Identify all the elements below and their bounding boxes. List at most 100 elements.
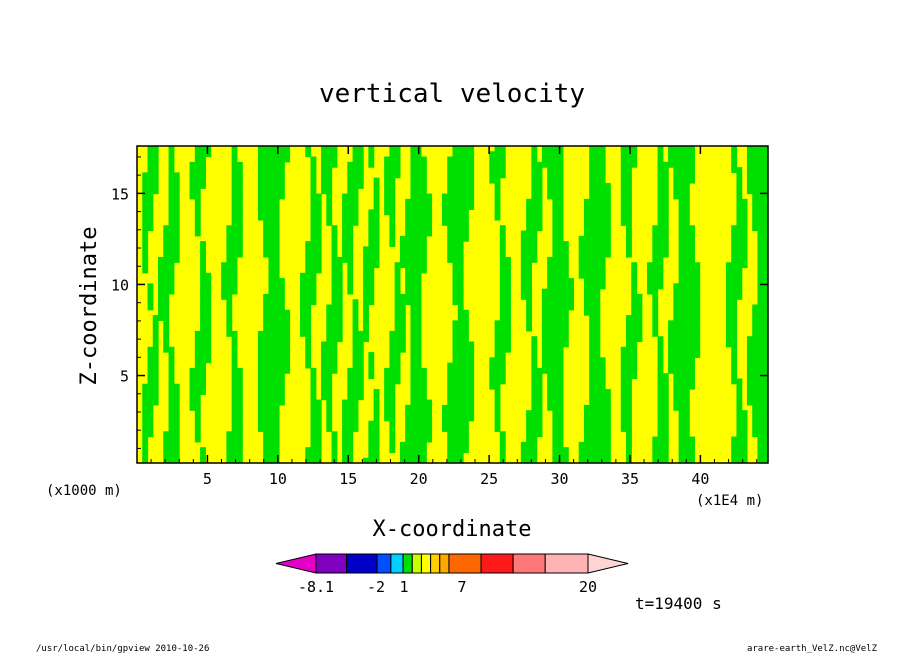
green-cell [231,177,243,184]
y-axis-ticks: 5 10 15 [111,156,768,449]
green-cell [142,267,149,274]
green-cell [673,404,690,411]
green-cell [447,230,469,237]
green-cell [620,198,632,205]
green-cell [752,426,768,432]
green-cell [731,441,748,448]
green-cell [142,389,159,395]
green-cell [163,346,175,353]
green-cell [257,204,280,210]
green-cell [673,378,695,385]
green-cell [652,309,659,316]
green-cell [657,167,669,174]
green-cell [531,383,543,390]
green-cell [310,204,322,210]
green-cell [326,404,333,411]
green-cell [347,383,364,390]
green-cell [526,209,543,216]
green-cell [541,320,569,327]
green-cell [226,235,243,242]
green-cell [189,389,206,395]
green-cell [326,193,333,200]
green-cell [194,151,212,158]
green-cell [347,288,354,295]
green-cell [310,378,317,385]
green-cell [168,415,180,422]
green-cell [657,399,669,406]
green-cell [746,336,768,343]
green-cell [331,241,338,247]
green-cell [310,394,317,401]
green-cell [310,177,317,184]
green-cell [447,452,464,459]
green-cell [347,161,364,168]
green-cell [363,256,380,263]
green-cell [257,362,291,369]
green-cell [736,204,748,210]
green-cell [620,177,632,184]
green-cell [331,278,343,284]
green-cell [257,193,285,200]
green-cell [547,278,575,284]
green-cell [331,452,338,459]
green-cell [231,219,243,226]
green-cell [752,304,768,311]
green-cell [399,246,427,253]
green-cell [647,288,659,295]
green-cell [363,325,369,332]
green-cell [652,441,669,448]
green-cell [494,330,511,337]
green-cell [620,378,632,385]
green-cell [163,436,180,443]
green-cell [531,156,538,163]
green-cell [441,426,469,432]
green-cell [152,325,159,332]
green-cell [300,288,317,295]
green-cell [520,288,532,295]
green-cell [158,288,175,295]
green-cell [652,235,669,242]
green-cell [410,330,422,337]
green-cell [384,198,396,205]
green-cell [226,447,243,454]
green-cell [305,241,322,247]
green-cell [147,293,154,300]
green-cell [547,182,564,189]
green-cell [626,431,632,438]
green-cell [673,309,701,316]
green-cell [331,246,338,253]
green-cell [389,352,401,358]
green-cell [321,156,338,163]
green-cell [731,357,738,364]
green-cell [194,436,201,443]
green-cell [231,362,238,369]
green-cell [194,219,201,226]
green-cell [389,362,401,369]
green-cell [147,167,159,174]
green-cell [147,352,159,358]
green-cell [552,225,564,232]
green-cell [231,346,238,353]
green-cell [231,209,243,216]
green-cell [268,278,285,284]
green-cell [752,219,768,226]
green-cell [652,304,659,311]
green-cell [399,241,427,247]
green-cell [520,256,538,263]
green-cell [589,188,611,195]
green-cell [200,241,206,247]
colorbar-segment [411,553,422,574]
green-cell [452,320,469,327]
colorbar-arrow-low [275,553,317,574]
green-cell [231,404,243,411]
footer-right: arare-earth_VelZ.nc@VelZ [747,644,878,654]
green-cell [352,336,369,343]
green-cell [368,362,375,369]
green-cell [389,426,396,432]
green-cell [673,389,690,395]
green-cell [657,161,695,168]
green-cell [620,219,632,226]
green-cell [626,436,632,443]
green-cell [168,399,180,406]
green-cell [752,420,768,427]
